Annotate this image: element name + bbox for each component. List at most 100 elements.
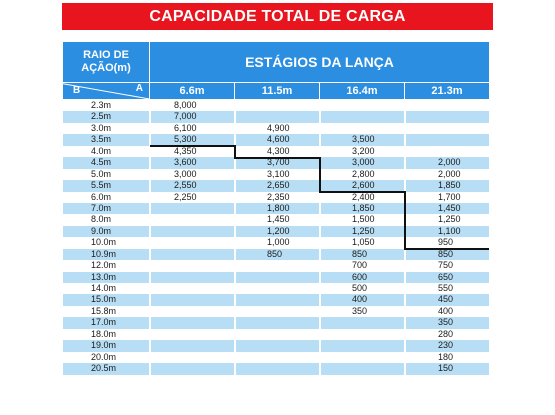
capacity-cell: 750 — [438, 260, 454, 271]
column-divider — [149, 100, 151, 412]
capacity-cell — [150, 203, 234, 214]
capacity-cell — [150, 340, 234, 351]
capacity-cell: 1,000 — [267, 237, 290, 248]
capacity-cell: 1,450 — [438, 202, 461, 213]
capacity-cell — [320, 100, 404, 111]
capacity-cell: 450 — [438, 294, 454, 305]
capacity-cell: 180 — [438, 351, 454, 362]
capacity-cell: 1,250 — [352, 225, 375, 236]
capacity-cell: 150 — [438, 363, 454, 374]
capacity-cell — [405, 146, 489, 157]
capacity-cell: 1,250 — [438, 214, 461, 225]
capacity-cell — [235, 111, 319, 122]
capacity-cell — [150, 237, 234, 248]
capacity-cell: 3,200 — [352, 145, 375, 156]
capacity-cell: 280 — [438, 328, 454, 339]
capacity-cell: 850 — [267, 248, 283, 259]
table-row: 7.0m 1,800 1,850 1,450 — [63, 202, 489, 215]
ab-diagonal-cell: B A — [63, 83, 149, 99]
capacity-cell: 2,250 — [174, 191, 197, 202]
stage-line-vertical — [404, 190, 406, 249]
capacity-cell: 700 — [352, 260, 368, 271]
raio-cell: 5.5m — [91, 180, 112, 191]
capacity-cell — [235, 317, 319, 328]
capacity-cell — [320, 340, 404, 351]
capacity-cell — [150, 317, 234, 328]
raio-header-line2: AÇÃO(m) — [81, 62, 131, 74]
capacity-cell: 600 — [352, 271, 368, 282]
capacity-cell — [405, 123, 489, 134]
table-row: 12.0m 700 750 — [63, 260, 489, 272]
capacity-cell: 3,500 — [352, 134, 375, 145]
label-a: A — [135, 83, 143, 94]
capacity-cell: 350 — [438, 317, 454, 328]
raio-cell: 5.0m — [91, 168, 112, 179]
capacity-cell: 230 — [438, 340, 454, 351]
capacity-cell: 3,700 — [267, 157, 290, 168]
table-row: 2.5m 7,000 — [63, 111, 489, 123]
capacity-cell: 1,100 — [438, 225, 461, 236]
capacity-cell — [320, 352, 404, 363]
raio-cell: 17.0m — [91, 317, 117, 328]
capacity-cell: 1,200 — [267, 225, 290, 236]
capacity-cell: 550 — [438, 283, 454, 293]
capacity-cell: 2,000 — [438, 157, 461, 168]
capacity-cell — [150, 352, 234, 363]
capacity-cell — [150, 294, 234, 305]
table-row: 6.0m 2,250 2,350 2,400 1,700 — [63, 191, 489, 203]
capacity-cell — [150, 226, 234, 237]
raio-cell: 3.5m — [91, 134, 112, 145]
table-row: 3.0m 6,100 4,900 — [63, 122, 489, 135]
capacity-cell — [150, 272, 234, 283]
capacity-cell: 2,000 — [438, 168, 461, 179]
capacity-cell: 2,400 — [352, 191, 375, 202]
capacity-cell: 950 — [438, 237, 454, 248]
table-row: 15.0m 400 450 — [63, 294, 489, 306]
stage-line-horizontal — [319, 190, 405, 193]
table-row: 20.0m 180 — [63, 351, 489, 364]
raio-header-line1: RAIO DE — [83, 49, 129, 61]
capacity-cell: 850 — [438, 248, 454, 259]
raio-cell: 14.0m — [91, 283, 117, 293]
raio-cell: 3.0m — [91, 122, 112, 133]
capacity-cell — [320, 363, 404, 374]
table-row: 19.0m 230 — [63, 340, 489, 352]
capacity-cell — [235, 329, 319, 340]
raio-cell: 4.5m — [91, 157, 112, 168]
table-row: 3.5m 5,300 4,600 3,500 — [63, 134, 489, 146]
capacity-cell: 1,450 — [267, 214, 290, 225]
column-divider — [234, 100, 236, 412]
table-title: CAPACIDADE TOTAL DE CARGA — [62, 3, 493, 30]
capacity-cell — [235, 340, 319, 351]
capacity-cell — [405, 100, 489, 111]
capacity-cell — [150, 363, 234, 374]
capacity-cell — [150, 214, 234, 225]
table-row: 5.0m 3,000 3,100 2,800 2,000 — [63, 168, 489, 181]
raio-cell: 2.5m — [91, 111, 112, 122]
capacity-cell — [405, 134, 489, 145]
column-header-6-6m: 6.6m — [150, 83, 234, 99]
capacity-cell — [235, 352, 319, 363]
capacity-cell — [150, 306, 234, 317]
stage-line-vertical — [234, 144, 236, 159]
capacity-cell: 6,100 — [174, 122, 197, 133]
capacity-cell: 4,600 — [267, 134, 290, 145]
column-header-21-3m: 21.3m — [405, 83, 489, 99]
capacity-cell: 2,350 — [267, 191, 290, 202]
capacity-cell — [405, 111, 489, 122]
capacity-cell: 3,000 — [352, 157, 375, 168]
capacity-cell: 2,550 — [174, 180, 197, 191]
capacity-cell: 3,100 — [267, 168, 290, 179]
capacity-cell — [150, 260, 234, 271]
capacity-cell: 5,300 — [174, 134, 197, 145]
capacity-cell: 1,500 — [352, 214, 375, 225]
capacity-cell: 3,000 — [174, 168, 197, 179]
raio-cell: 10.0m — [91, 237, 117, 248]
capacity-cell — [235, 100, 319, 111]
raio-cell: 8.0m — [91, 214, 112, 225]
load-capacity-table: RAIO DE AÇÃO(m) ESTÁGIOS DA LANÇA B A 6.… — [63, 42, 489, 412]
raio-cell: 10.9m — [91, 248, 117, 259]
raio-cell: 15.0m — [91, 294, 117, 305]
raio-cell: 4.0m — [91, 145, 112, 156]
table-row: 20.5m 150 — [63, 363, 489, 375]
